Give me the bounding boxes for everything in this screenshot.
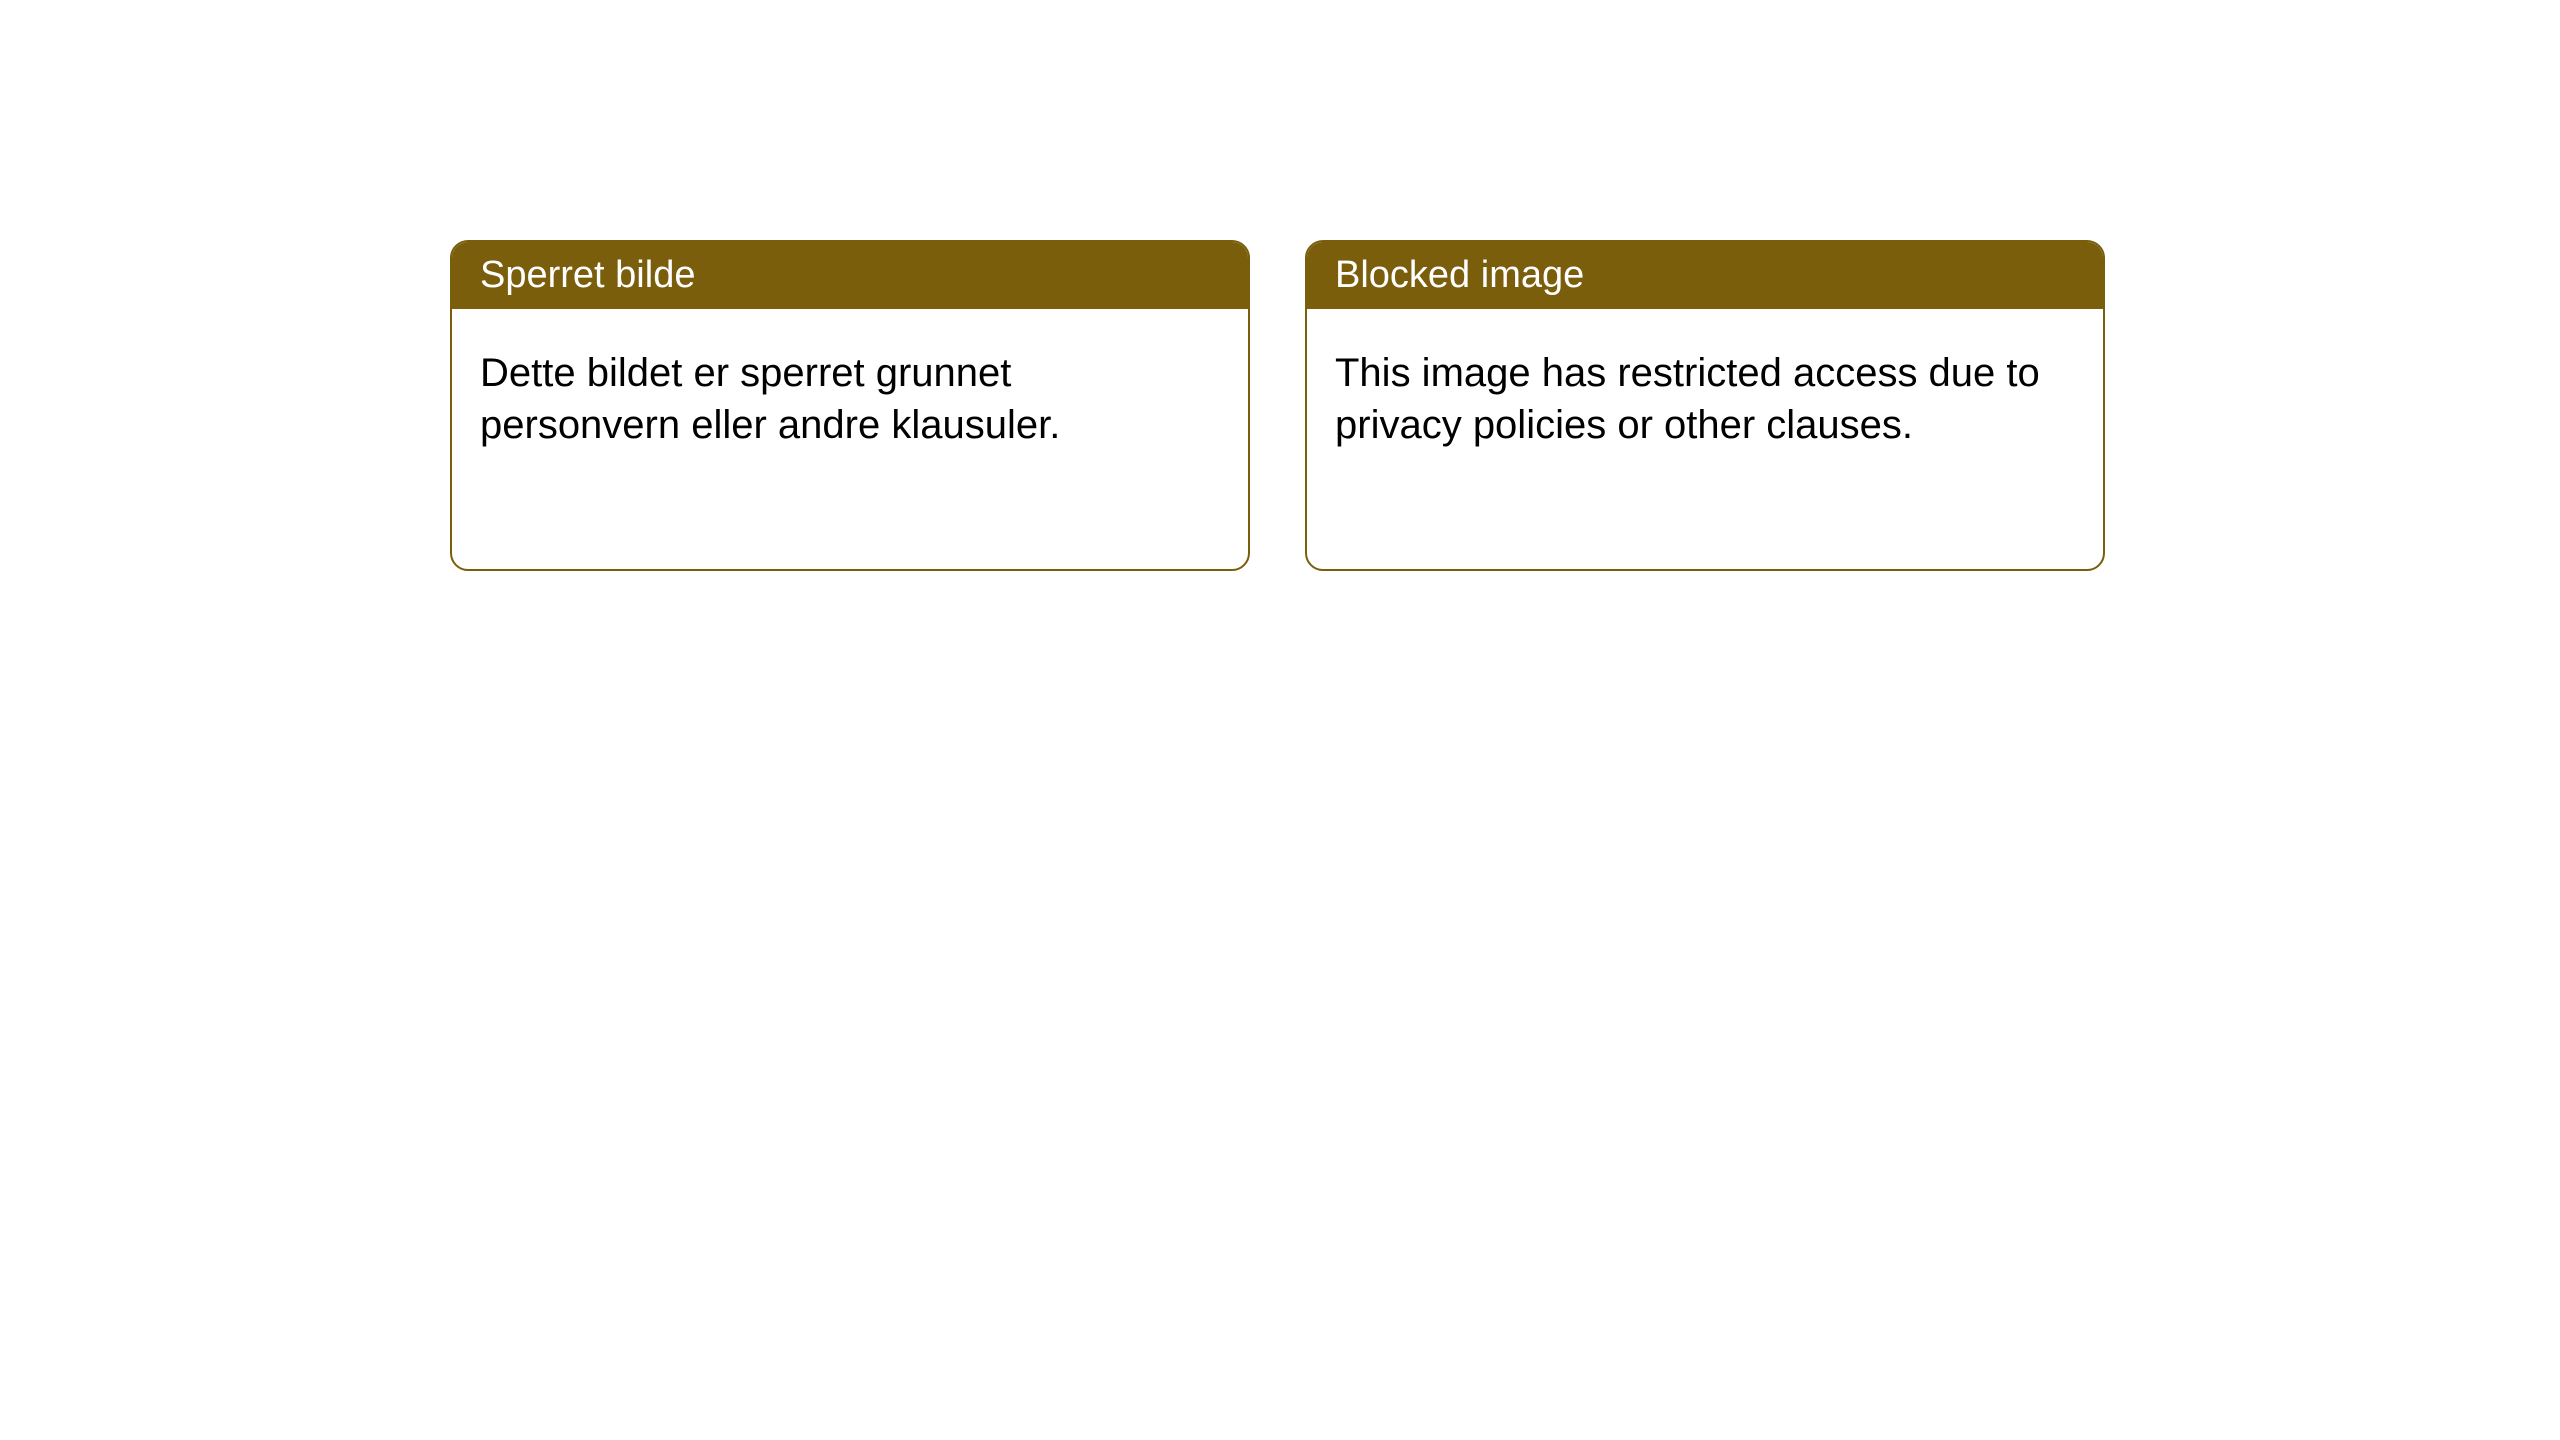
notice-header: Blocked image: [1307, 242, 2103, 309]
notice-body: Dette bildet er sperret grunnet personve…: [452, 309, 1248, 569]
notice-card-norwegian: Sperret bilde Dette bildet er sperret gr…: [450, 240, 1250, 571]
notice-container: Sperret bilde Dette bildet er sperret gr…: [450, 240, 2105, 571]
notice-card-english: Blocked image This image has restricted …: [1305, 240, 2105, 571]
notice-header: Sperret bilde: [452, 242, 1248, 309]
notice-body: This image has restricted access due to …: [1307, 309, 2103, 569]
